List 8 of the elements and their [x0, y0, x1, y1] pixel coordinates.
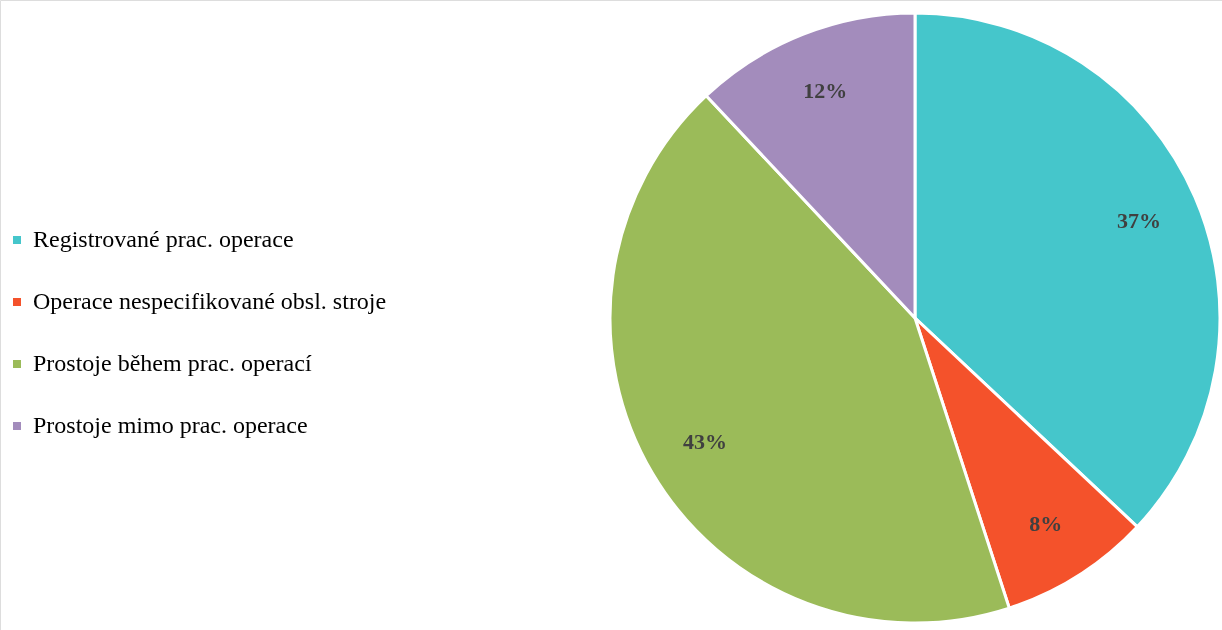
- legend-label: Prostoje během prac. operací: [33, 350, 312, 376]
- legend-label: Operace nespecifikované obsl. stroje: [33, 288, 387, 314]
- data-label: 8%: [1029, 511, 1063, 537]
- legend-label: Registrované prac. operace: [33, 226, 294, 252]
- data-label: 37%: [1116, 208, 1161, 234]
- data-label: 43%: [682, 429, 727, 455]
- legend-label: Prostoje mimo prac. operace: [33, 412, 308, 438]
- data-label: 12%: [803, 78, 848, 104]
